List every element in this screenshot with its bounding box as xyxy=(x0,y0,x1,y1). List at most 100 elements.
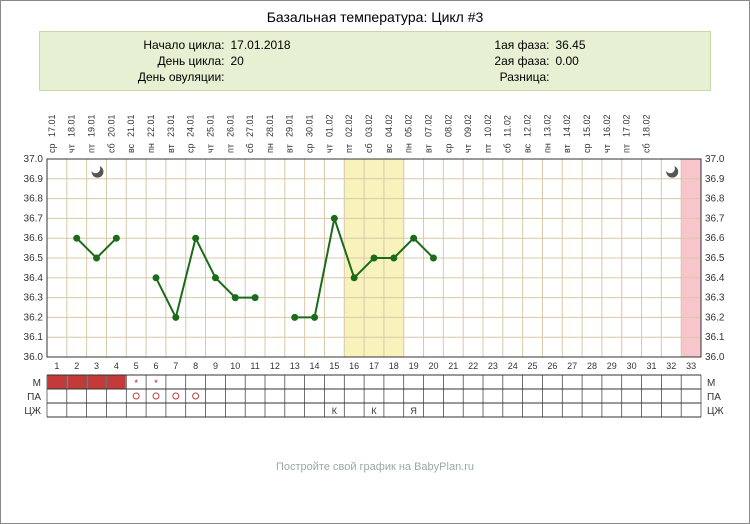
svg-text:4: 4 xyxy=(114,361,119,371)
svg-text:9: 9 xyxy=(213,361,218,371)
svg-text:вс: вс xyxy=(126,143,136,153)
svg-text:13: 13 xyxy=(290,361,300,371)
svg-text:12: 12 xyxy=(270,361,280,371)
svg-text:пт: пт xyxy=(87,144,97,153)
svg-text:1: 1 xyxy=(54,361,59,371)
svg-text:36.6: 36.6 xyxy=(705,233,725,244)
info-box: Начало цикла:17.01.2018 День цикла:20 Де… xyxy=(39,31,711,91)
svg-text:ср: ср xyxy=(305,143,315,153)
svg-text:24: 24 xyxy=(508,361,518,371)
svg-text:25.01: 25.01 xyxy=(205,114,215,137)
svg-text:11: 11 xyxy=(250,361,259,371)
svg-text:25: 25 xyxy=(528,361,538,371)
svg-text:ПА: ПА xyxy=(707,392,721,403)
diff-value xyxy=(556,70,636,84)
svg-text:сб: сб xyxy=(503,143,513,153)
svg-text:ПА: ПА xyxy=(27,392,41,403)
svg-text:21.01: 21.01 xyxy=(126,114,136,137)
svg-text:16: 16 xyxy=(349,361,359,371)
svg-text:вт: вт xyxy=(423,144,433,153)
svg-text:Я: Я xyxy=(410,406,417,416)
svg-text:09.02: 09.02 xyxy=(463,114,473,137)
svg-text:02.02: 02.02 xyxy=(344,114,354,137)
svg-text:36.8: 36.8 xyxy=(24,194,44,205)
svg-text:10.02: 10.02 xyxy=(483,114,493,137)
svg-text:11.02: 11.02 xyxy=(503,115,513,137)
chart-area: 36.036.036.136.136.236.236.336.336.436.4… xyxy=(13,97,737,457)
svg-text:16.02: 16.02 xyxy=(602,114,612,137)
chart-title: Базальная температура: Цикл #3 xyxy=(9,5,741,29)
svg-text:03.02: 03.02 xyxy=(364,114,374,137)
svg-text:33: 33 xyxy=(686,361,696,371)
start-value: 17.01.2018 xyxy=(231,38,311,52)
svg-text:04.02: 04.02 xyxy=(384,114,394,137)
info-left: Начало цикла:17.01.2018 День цикла:20 Де… xyxy=(115,38,311,84)
svg-text:05.02: 05.02 xyxy=(404,114,414,137)
start-label: Начало цикла: xyxy=(115,38,231,52)
svg-text:36.6: 36.6 xyxy=(24,233,44,244)
diff-label: Разница: xyxy=(440,70,556,84)
svg-text:7: 7 xyxy=(173,361,178,371)
phase2-value: 0.00 xyxy=(556,54,636,68)
svg-text:21: 21 xyxy=(448,361,458,371)
svg-text:27.01: 27.01 xyxy=(245,114,255,137)
svg-text:ср: ср xyxy=(47,143,57,153)
svg-text:сб: сб xyxy=(364,143,374,153)
svg-text:23: 23 xyxy=(488,361,498,371)
svg-text:пт: пт xyxy=(622,144,632,153)
svg-text:М: М xyxy=(707,378,715,389)
day-value: 20 xyxy=(231,54,311,68)
svg-text:31: 31 xyxy=(646,361,656,371)
svg-text:вт: вт xyxy=(562,144,572,153)
svg-text:К: К xyxy=(371,406,377,416)
svg-text:28: 28 xyxy=(587,361,597,371)
svg-text:23.01: 23.01 xyxy=(166,114,176,137)
phase1-value: 36.45 xyxy=(556,38,636,52)
svg-text:20.01: 20.01 xyxy=(106,114,116,137)
svg-text:5: 5 xyxy=(134,361,139,371)
svg-text:36.3: 36.3 xyxy=(705,293,725,304)
svg-text:12.02: 12.02 xyxy=(523,114,533,137)
svg-text:37.0: 37.0 xyxy=(705,154,725,165)
svg-text:36.5: 36.5 xyxy=(705,253,725,264)
svg-text:37.0: 37.0 xyxy=(24,154,44,165)
svg-text:36.0: 36.0 xyxy=(24,352,44,363)
svg-text:01.02: 01.02 xyxy=(324,114,334,137)
svg-text:36.7: 36.7 xyxy=(705,213,725,224)
svg-text:вс: вс xyxy=(384,143,394,153)
svg-text:13.02: 13.02 xyxy=(542,114,552,137)
chart-frame: Базальная температура: Цикл #3 Начало ци… xyxy=(0,0,750,524)
svg-text:чт: чт xyxy=(602,144,612,153)
svg-text:30.01: 30.01 xyxy=(305,114,315,137)
svg-text:пн: пн xyxy=(265,143,275,153)
svg-text:26: 26 xyxy=(547,361,557,371)
svg-text:36.1: 36.1 xyxy=(705,332,725,343)
svg-text:М: М xyxy=(33,378,41,389)
svg-text:18.01: 18.01 xyxy=(67,114,77,137)
svg-text:17.01: 17.01 xyxy=(47,114,57,137)
svg-text:36.4: 36.4 xyxy=(705,273,725,284)
svg-text:К: К xyxy=(332,406,338,416)
day-label: День цикла: xyxy=(115,54,231,68)
svg-text:27: 27 xyxy=(567,361,577,371)
svg-text:6: 6 xyxy=(153,361,158,371)
svg-text:08.02: 08.02 xyxy=(443,114,453,137)
svg-text:28.01: 28.01 xyxy=(265,114,275,137)
svg-text:10: 10 xyxy=(230,361,240,371)
phase1-label: 1ая фаза: xyxy=(440,38,556,52)
svg-text:17.02: 17.02 xyxy=(622,114,632,137)
svg-text:18.02: 18.02 xyxy=(641,114,651,137)
phase2-label: 2ая фаза: xyxy=(440,54,556,68)
svg-text:пт: пт xyxy=(483,144,493,153)
svg-text:чт: чт xyxy=(324,144,334,153)
svg-text:14: 14 xyxy=(310,361,320,371)
svg-text:36.7: 36.7 xyxy=(24,213,44,224)
svg-text:*: * xyxy=(154,378,158,388)
svg-text:ЦЖ: ЦЖ xyxy=(24,406,41,417)
svg-text:вс: вс xyxy=(523,143,533,153)
svg-text:36.9: 36.9 xyxy=(24,174,44,185)
svg-text:пт: пт xyxy=(344,144,354,153)
svg-text:19: 19 xyxy=(409,361,419,371)
svg-text:24.01: 24.01 xyxy=(186,114,196,137)
svg-text:ЦЖ: ЦЖ xyxy=(707,406,724,417)
